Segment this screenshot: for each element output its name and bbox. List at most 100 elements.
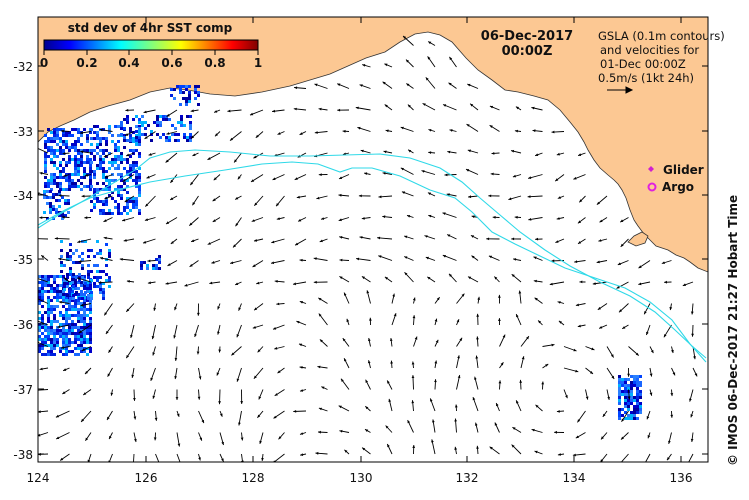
sst-pixel [77, 314, 80, 317]
sst-pixel [74, 182, 77, 185]
sst-pixel [47, 146, 50, 149]
sst-pixel [636, 405, 639, 408]
sst-pixel [158, 258, 161, 261]
sst-pixel [108, 125, 111, 128]
sst-pixel [53, 290, 56, 293]
sst-pixel [99, 167, 102, 170]
sst-pixel [105, 243, 108, 246]
sst-pixel [633, 399, 636, 402]
sst-pixel [138, 155, 141, 158]
sst-pixel [43, 196, 46, 199]
sst-pixel [62, 314, 65, 317]
sst-pixel [61, 196, 64, 199]
sst-pixel [135, 115, 138, 118]
sst-pixel [627, 405, 630, 408]
sst-pixel [129, 209, 132, 212]
sst-pixel [56, 293, 59, 296]
sst-pixel [47, 338, 50, 341]
sst-pixel [68, 314, 71, 317]
sst-pixel [63, 285, 66, 288]
sst-pixel [618, 387, 621, 390]
sst-pixel [59, 275, 62, 278]
lon-label-126: 126 [135, 471, 158, 485]
sst-pixel [56, 287, 59, 290]
sst-pixel [621, 408, 624, 411]
glider-label: Glider [663, 163, 704, 177]
sst-pixel [50, 182, 53, 185]
sst-pixel [69, 282, 72, 285]
sst-pixel [96, 276, 99, 279]
sst-pixel [62, 149, 65, 152]
sst-pixel [132, 149, 135, 152]
sst-pixel [65, 299, 68, 302]
sst-pixel [105, 140, 108, 143]
sst-pixel [65, 143, 68, 146]
sst-pixel [71, 350, 74, 353]
sst-pixel [111, 212, 114, 215]
sst-pixel [56, 299, 59, 302]
sst-pixel [182, 97, 185, 100]
sst-pixel [93, 158, 96, 161]
sst-pixel [114, 155, 117, 158]
colorbar-title: std dev of 4hr SST comp [68, 21, 233, 35]
sst-pixel [53, 353, 56, 356]
sst-pixel [159, 124, 162, 127]
sst-pixel [59, 182, 62, 185]
sst-pixel [50, 299, 53, 302]
sst-pixel [62, 158, 65, 161]
sst-pixel [188, 100, 191, 103]
sst-pixel [67, 199, 70, 202]
sst-pixel [138, 191, 141, 194]
sst-pixel [65, 140, 68, 143]
velocity-arrow-head [33, 237, 36, 240]
sst-pixel [96, 164, 99, 167]
sst-pixel [80, 320, 83, 323]
sst-pixel [86, 314, 89, 317]
sst-pixel [105, 203, 108, 206]
sst-pixel [59, 176, 62, 179]
sst-pixel [41, 314, 44, 317]
sst-pixel [138, 127, 141, 130]
sst-pixel [105, 149, 108, 152]
sst-pixel [627, 408, 630, 411]
sst-pixel [99, 249, 102, 252]
sst-pixel [83, 287, 86, 290]
sst-pixel [156, 124, 159, 127]
sst-pixel [53, 161, 56, 164]
sst-pixel [77, 128, 80, 131]
sst-pixel [50, 140, 53, 143]
sst-pixel [59, 152, 62, 155]
sst-pixel [65, 134, 68, 137]
sst-pixel [627, 417, 630, 420]
sst-pixel [143, 261, 146, 264]
sst-pixel [74, 347, 77, 350]
sst-pixel [59, 140, 62, 143]
sst-pixel [62, 317, 65, 320]
sst-pixel [185, 103, 188, 106]
sst-pixel [56, 290, 59, 293]
sst-pixel [80, 188, 83, 191]
sst-pixel [59, 173, 62, 176]
sst-pixel [182, 91, 185, 94]
sst-pixel [123, 136, 126, 139]
sst-pixel [62, 338, 65, 341]
sst-pixel [44, 182, 47, 185]
sst-pixel [80, 155, 83, 158]
sst-pixel [132, 203, 135, 206]
sst-pixel [74, 281, 77, 284]
sst-pixel [633, 396, 636, 399]
sst-pixel [93, 282, 96, 285]
sst-pixel [105, 264, 108, 267]
sst-pixel [152, 267, 155, 270]
sst-pixel [44, 167, 47, 170]
sst-pixel [77, 152, 80, 155]
sst-pixel [120, 127, 123, 130]
sst-pixel [168, 118, 171, 121]
sst-pixel [618, 402, 621, 405]
sst-pixel [141, 121, 144, 124]
sst-pixel [77, 308, 80, 311]
sst-pixel [89, 329, 92, 332]
sst-pixel [74, 146, 77, 149]
sst-pixel [80, 344, 83, 347]
